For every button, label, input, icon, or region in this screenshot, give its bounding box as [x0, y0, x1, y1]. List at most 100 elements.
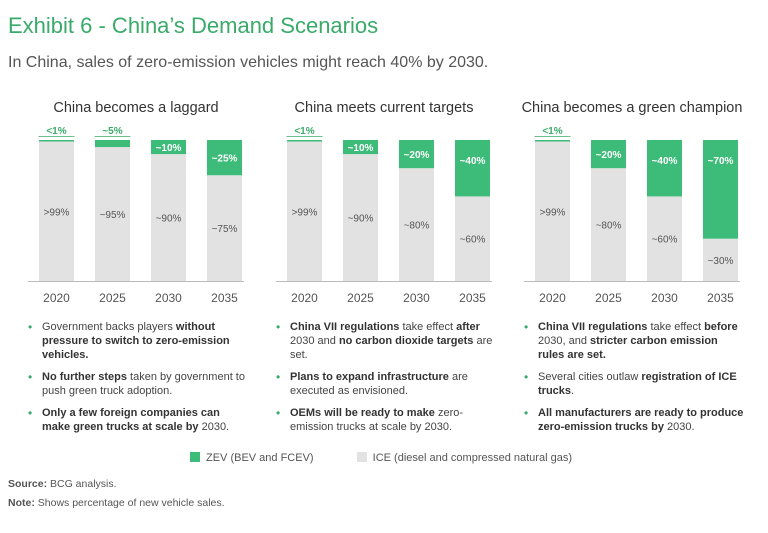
label-zev-china-becomes-a-laggard-2025: ~5% — [102, 126, 122, 137]
bar-zev-china-meets-current-targets-2025 — [343, 140, 378, 155]
bullet-text: zero-emission trucks at scale by 2030. — [290, 407, 464, 433]
bullet-text: Several cities outlaw — [538, 371, 642, 383]
bullet-text: taken by government to push green truck … — [42, 371, 245, 397]
x-tick-china-becomes-a-green-champion-2020: 2020 — [539, 291, 566, 305]
bullet-item: China VII regulations take effect after … — [276, 320, 496, 362]
note-label: Note: — [8, 497, 35, 509]
chart-title-china-becomes-a-green-champion: China becomes a green champion — [522, 100, 743, 116]
label-ice-china-becomes-a-green-champion-2030: ~60% — [652, 235, 678, 246]
label-ice-china-meets-current-targets-2020: >99% — [292, 207, 318, 218]
bar-zev-china-becomes-a-laggard-2030 — [151, 140, 186, 155]
bullet-text: without pressure to switch to zero-emiss… — [42, 321, 230, 361]
bullet-item: China VII regulations take effect before… — [524, 320, 744, 362]
bar-ice-china-becomes-a-laggard-2035 — [207, 175, 242, 281]
label-zev-china-meets-current-targets-2020: <1% — [294, 126, 314, 137]
bullet-item: OEMs will be ready to make zero-emission… — [276, 406, 496, 434]
label-zev-china-meets-current-targets-2025: ~10% — [348, 143, 374, 154]
bullet-item: Only a few foreign companies can make gr… — [28, 406, 248, 434]
label-zev-china-becomes-a-laggard-2030: ~10% — [156, 143, 182, 154]
bar-zev-china-meets-current-targets-2035 — [455, 140, 490, 197]
bar-ice-china-meets-current-targets-2035 — [455, 196, 490, 281]
bar-zev-china-becomes-a-green-champion-2025 — [591, 140, 626, 169]
bullet-item: Several cities outlaw registration of IC… — [524, 370, 744, 398]
label-zev-china-meets-current-targets-2030: ~20% — [404, 150, 430, 161]
bullet-text: OEMs will be ready to make — [290, 407, 435, 419]
x-tick-china-meets-current-targets-2035: 2035 — [459, 291, 486, 305]
note-text: Shows percentage of new vehicle sales. — [34, 497, 225, 509]
legend-swatch-zev — [190, 452, 200, 462]
bar-zev-china-becomes-a-laggard-2020 — [39, 140, 74, 142]
footnote: Note: Shows percentage of new vehicle sa… — [8, 497, 225, 509]
bar-ice-china-becomes-a-green-champion-2020 — [535, 141, 570, 281]
x-tick-china-becomes-a-laggard-2020: 2020 — [43, 291, 70, 305]
x-tick-china-becomes-a-laggard-2025: 2025 — [99, 291, 126, 305]
bullet-text: All manufacturers are ready to produce z… — [538, 407, 744, 433]
legend-label-zev: ZEV (BEV and FCEV) — [206, 452, 314, 464]
chart-title-china-becomes-a-laggard: China becomes a laggard — [53, 100, 218, 116]
bar-ice-china-becomes-a-laggard-2025 — [95, 147, 130, 281]
bullet-text: Only a few foreign companies can make gr… — [42, 407, 220, 433]
bullet-text: no carbon dioxide targets — [338, 335, 474, 347]
label-zev-china-becomes-a-green-champion-2025: ~20% — [596, 150, 622, 161]
bar-ice-china-becomes-a-green-champion-2030 — [647, 196, 682, 281]
label-ice-china-becomes-a-laggard-2035: ~75% — [212, 224, 238, 235]
legend-label-ice: ICE (diesel and compressed natural gas) — [372, 452, 572, 464]
bullet-text: are executed as envisioned. — [290, 371, 468, 397]
bullet-text: 2030. — [663, 421, 695, 433]
label-zev-china-becomes-a-laggard-2020: <1% — [46, 126, 66, 137]
chart-title-china-meets-current-targets: China meets current targets — [295, 100, 474, 116]
bar-zev-china-becomes-a-laggard-2025 — [95, 140, 130, 148]
bar-zev-china-meets-current-targets-2020 — [287, 140, 322, 142]
bullet-text: China VII regulations — [538, 321, 648, 333]
x-tick-china-meets-current-targets-2025: 2025 — [347, 291, 374, 305]
x-tick-china-becomes-a-green-champion-2035: 2035 — [707, 291, 734, 305]
source-label: Source: — [8, 478, 48, 490]
bullet-item: Government backs players without pressur… — [28, 320, 248, 362]
legend: ZEV (BEV and FCEV) ICE (diesel and compr… — [190, 452, 612, 464]
bullet-text: Government backs players — [42, 321, 176, 333]
bar-zev-china-becomes-a-green-champion-2030 — [647, 140, 682, 197]
bar-ice-china-meets-current-targets-2020 — [287, 141, 322, 281]
scenario-bullets-green-champion: China VII regulations take effect before… — [524, 320, 744, 442]
label-ice-china-becomes-a-green-champion-2025: ~80% — [596, 221, 622, 232]
label-zev-china-becomes-a-green-champion-2030: ~40% — [652, 156, 678, 167]
label-ice-china-becomes-a-green-champion-2020: >99% — [540, 207, 566, 218]
bar-ice-china-becomes-a-laggard-2020 — [39, 141, 74, 281]
x-tick-china-becomes-a-laggard-2035: 2035 — [211, 291, 238, 305]
x-tick-china-meets-current-targets-2030: 2030 — [403, 291, 430, 305]
bullet-text: take effect — [647, 321, 705, 333]
bullet-text: are set. — [290, 335, 493, 361]
bullet-text: No further steps — [42, 371, 127, 383]
label-ice-china-meets-current-targets-2025: ~90% — [348, 214, 374, 225]
x-tick-china-becomes-a-laggard-2030: 2030 — [155, 291, 182, 305]
bullet-text: . — [571, 385, 575, 397]
bullet-text: before — [704, 321, 738, 333]
bullet-text: stricter carbon emission rules are set. — [538, 335, 718, 361]
bar-ice-china-meets-current-targets-2030 — [399, 168, 434, 281]
bar-zev-china-becomes-a-green-champion-2020 — [535, 140, 570, 142]
bullet-text: China VII regulations — [290, 321, 400, 333]
source-text: BCG analysis. — [47, 478, 117, 490]
label-ice-china-becomes-a-laggard-2030: ~90% — [156, 214, 182, 225]
bullet-text: take effect — [399, 321, 457, 333]
bar-zev-china-becomes-a-green-champion-2035 — [703, 140, 738, 239]
x-tick-china-becomes-a-green-champion-2030: 2030 — [651, 291, 678, 305]
scenario-bullets-laggard: Government backs players without pressur… — [28, 320, 248, 442]
label-ice-china-becomes-a-laggard-2020: >99% — [44, 207, 70, 218]
exhibit-title: Exhibit 6 - China’s Demand Scenarios — [8, 13, 379, 38]
bullet-text: after — [456, 321, 480, 333]
x-tick-china-meets-current-targets-2020: 2020 — [291, 291, 318, 305]
scenario-bullets-current-targets: China VII regulations take effect after … — [276, 320, 496, 442]
label-ice-china-becomes-a-green-champion-2035: ~30% — [708, 256, 734, 267]
bullet-item: Plans to expand infrastructure are execu… — [276, 370, 496, 398]
bar-zev-china-meets-current-targets-2030 — [399, 140, 434, 169]
bullet-item: No further steps taken by government to … — [28, 370, 248, 398]
label-zev-china-becomes-a-green-champion-2020: <1% — [542, 126, 562, 137]
x-tick-china-becomes-a-green-champion-2025: 2025 — [595, 291, 622, 305]
label-zev-china-becomes-a-laggard-2035: ~25% — [212, 154, 238, 165]
label-ice-china-becomes-a-laggard-2025: ~95% — [100, 210, 126, 221]
bar-ice-china-becomes-a-laggard-2030 — [151, 154, 186, 281]
exhibit-subtitle: In China, sales of zero-emission vehicle… — [8, 54, 489, 71]
bullet-item: All manufacturers are ready to produce z… — [524, 406, 744, 434]
source-note: Source: BCG analysis. — [8, 478, 117, 490]
